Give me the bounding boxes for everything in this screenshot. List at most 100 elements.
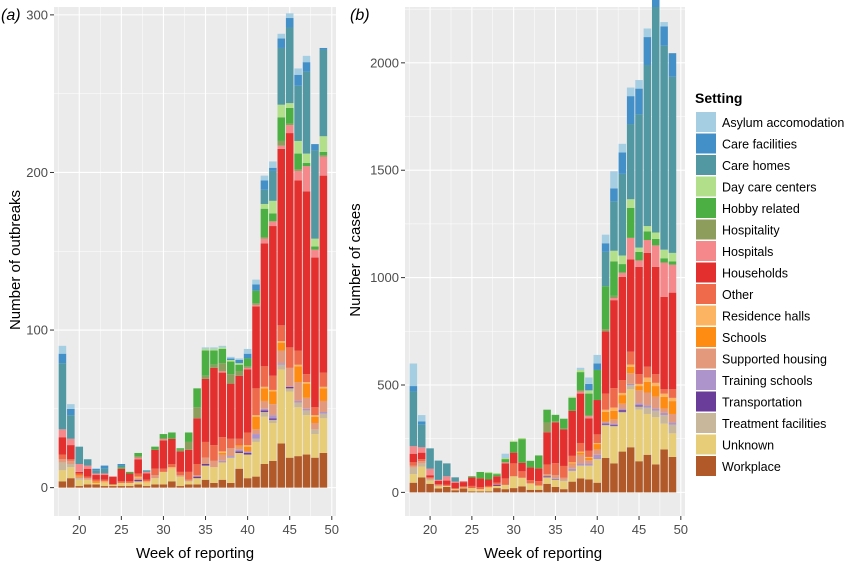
x-tick-label: 35	[548, 522, 562, 537]
legend-swatch	[696, 241, 716, 261]
bar-segment-workplace-week-19	[67, 478, 75, 488]
bar-segment-training-schools-week-39	[585, 463, 593, 466]
bar-segment-hospitality-week-38	[226, 374, 235, 384]
bar-segment-hobby-related-week-43	[618, 264, 627, 273]
bar-segment-unknown-week-37	[218, 462, 227, 480]
panel-b-label: (b)	[350, 7, 370, 24]
bar-segment-training-schools-week-38	[226, 456, 235, 458]
bar-segment-day-care-centers-week-28	[493, 473, 501, 475]
bar-segment-care-facilities-week-47	[302, 62, 311, 72]
bar-segment-hobby-related-week-34	[543, 409, 551, 423]
x-tick-label: 40	[590, 522, 604, 537]
bar-segment-hospitality-week-42	[260, 237, 269, 239]
bar-segment-transportation-week-45	[635, 405, 643, 407]
bar-segment-other-week-36	[560, 465, 568, 478]
y-tick-label: 0	[392, 485, 399, 500]
legend-item: Training schools	[696, 370, 813, 390]
bar-segment-households-week-46	[294, 180, 302, 351]
bar-segment-workplace-week-25	[468, 491, 476, 493]
bar-segment-hospitality-week-44	[277, 140, 286, 146]
bar-segment-hospitality-week-37	[218, 363, 227, 372]
bar-segment-transportation-week-42	[610, 424, 618, 426]
bar-segment-care-facilities-week-38	[226, 358, 235, 360]
bar-segment-households-week-21	[83, 468, 92, 477]
bar-segment-unknown-week-49	[319, 418, 328, 453]
legend-label: Unknown	[722, 439, 774, 453]
bar-segment-treatment-facilities-week-47	[651, 410, 660, 418]
bar-segment-schools-week-42	[260, 388, 269, 401]
bar-segment-other-week-23	[100, 479, 109, 482]
bar-segment-schools-week-46	[294, 366, 302, 383]
bar-segment-unknown-week-35	[201, 465, 210, 480]
bar-segment-hobby-related-week-42	[260, 208, 269, 238]
bar-segment-care-facilities-week-39	[585, 383, 593, 391]
bar-segment-transportation-week-35	[201, 463, 210, 466]
legend-label: Day care centers	[722, 181, 816, 195]
bar-segment-day-care-centers-week-36	[210, 348, 218, 351]
bar-segment-workplace-week-31	[518, 486, 526, 493]
panel-b-x-axis: 20 25 30 35 40 45 50	[423, 516, 688, 537]
bar-segment-schools-week-45	[635, 386, 643, 391]
legend-item: Care facilities	[696, 133, 797, 154]
bar-segment-hobby-related-week-33	[184, 432, 193, 442]
bar-segment-supported-housing-week-38	[576, 454, 585, 464]
bar-segment-hobby-related-week-47	[651, 238, 660, 246]
bar-segment-households-week-22	[443, 480, 451, 485]
bar-segment-workplace-week-39	[585, 479, 593, 493]
bar-segment-unknown-week-25	[468, 488, 476, 492]
bar-segment-care-homes-week-47	[302, 71, 311, 154]
bar-segment-households-week-24	[459, 482, 468, 487]
bar-segment-unknown-week-19	[67, 467, 75, 479]
bar-segment-other-week-46	[643, 366, 652, 378]
bar-segment-day-care-centers-week-46	[294, 140, 302, 154]
bar-segment-schools-week-47	[651, 386, 660, 397]
bar-segment-hospitality-week-42	[610, 295, 618, 299]
bar-segment-hobby-related-week-45	[285, 107, 294, 124]
legend-label: Supported housing	[722, 353, 827, 367]
bar-segment-residence-halls-week-47	[651, 382, 660, 387]
bar-segment-workplace-week-37	[218, 479, 227, 488]
bar-segment-workplace-week-46	[643, 454, 652, 493]
bar-segment-schools-week-37	[568, 463, 576, 465]
bar-segment-residence-halls-week-48	[311, 415, 319, 417]
panel-a-x-axis: 20 25 30 35 40 45 50	[72, 516, 339, 537]
bar-segment-workplace-week-30	[159, 484, 168, 488]
bar-segment-hobby-related-week-40	[593, 369, 601, 401]
bar-segment-residence-halls-week-44	[277, 341, 286, 343]
bar-segment-unknown-week-32	[176, 476, 185, 487]
bar-segment-households-week-38	[226, 383, 235, 439]
bar-segment-other-week-44	[277, 325, 286, 342]
bar-segment-training-schools-week-37	[218, 460, 227, 463]
bar-segment-day-care-centers-week-42	[610, 250, 618, 262]
panel-b: 0 500 1000 1500 2000 20 25 30 35 40 45 50 (b) Week…	[347, 0, 688, 562]
bar-segment-workplace-week-33	[534, 489, 543, 493]
bar-segment-workplace-week-41	[601, 458, 610, 493]
bar-segment-hobby-related-week-35	[201, 350, 210, 376]
bar-segment-workplace-week-47	[302, 454, 311, 488]
bar-segment-hospitals-week-23	[451, 481, 459, 483]
bar-segment-other-week-32	[526, 480, 535, 484]
bar-segment-other-week-47	[651, 374, 660, 383]
bar-segment-other-week-33	[184, 471, 193, 480]
legend-swatch	[696, 198, 716, 218]
bar-segment-unknown-week-41	[252, 441, 260, 477]
legend-label: Asylum accomodation	[722, 116, 844, 130]
bar-segment-workplace-week-20	[426, 483, 434, 493]
bar-segment-supported-housing-week-19	[67, 460, 75, 464]
bar-segment-day-care-centers-week-30	[509, 440, 518, 442]
legend-label: Other	[722, 288, 753, 302]
bar-segment-residence-halls-week-49	[319, 386, 328, 389]
bar-segment-hobby-related-week-27	[484, 473, 493, 480]
bar-segment-other-week-35	[551, 463, 560, 475]
bar-segment-households-week-29	[151, 449, 159, 469]
bar-segment-supported-housing-week-20	[75, 476, 84, 479]
bar-segment-training-schools-week-40	[243, 451, 252, 453]
bar-segment-workplace-week-48	[311, 457, 319, 488]
legend-item: Transportation	[696, 391, 802, 412]
bar-segment-other-week-47	[302, 374, 311, 383]
bar-segment-schools-week-39	[585, 458, 593, 461]
bar-segment-unknown-week-27	[134, 481, 142, 485]
bar-segment-care-facilities-week-47	[651, 0, 660, 7]
legend-label: Hospitals	[722, 245, 773, 259]
